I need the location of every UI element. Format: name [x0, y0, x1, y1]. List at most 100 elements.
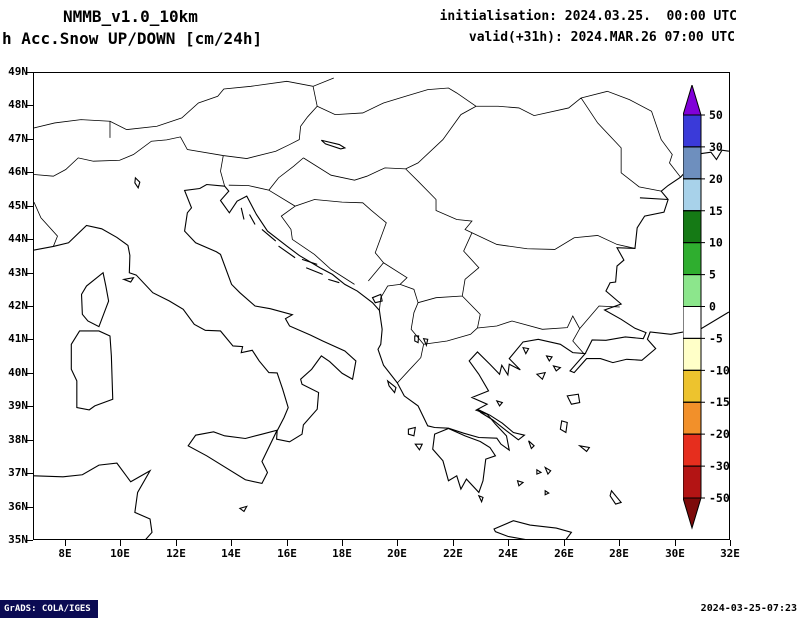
grads-attribution: GrADS: COLA/IGES [0, 600, 98, 618]
coastline-sardinia [71, 331, 112, 410]
colorbar-label: 50 [709, 108, 723, 122]
lon-tick [508, 540, 509, 546]
coastline-corsica [82, 273, 109, 327]
lat-tick [27, 373, 33, 374]
colorbar-segment [683, 337, 702, 371]
lat-label: 46N [8, 165, 28, 178]
colorbar-segment [683, 306, 702, 339]
lat-tick [27, 105, 33, 106]
lat-label: 41N [8, 332, 28, 345]
colorbar-arrow-bottom [683, 497, 702, 530]
lat-label: 48N [8, 98, 28, 111]
colorbar-label: -50 [709, 491, 730, 505]
lat-label: 35N [8, 533, 28, 546]
colorbar-segment [683, 465, 702, 499]
lat-label: 45N [8, 199, 28, 212]
lakes [135, 140, 428, 345]
lon-label: 18E [332, 547, 352, 560]
lon-tick [65, 540, 66, 546]
lon-tick [120, 540, 121, 546]
lon-tick [342, 540, 343, 546]
coastline-euboea [477, 409, 524, 440]
colorbar-label: 10 [709, 236, 723, 250]
lat-label: 38N [8, 433, 28, 446]
colorbar-label: -5 [709, 331, 723, 345]
colorbar-arrow-top [683, 85, 702, 116]
lat-tick [27, 206, 33, 207]
colorbar-label: -30 [709, 459, 730, 473]
lat-tick [27, 239, 33, 240]
lat-tick [27, 273, 33, 274]
colorbar-segment [683, 146, 702, 180]
colorbar-label: 30 [709, 140, 723, 154]
lat-label: 47N [8, 132, 28, 145]
lat-tick [27, 406, 33, 407]
colorbar-label: 5 [709, 268, 716, 282]
colorbar: 50 30 20 15 10 5 0 -5 -10 -15 -20 -30 -5… [683, 85, 730, 530]
lon-tick [564, 540, 565, 546]
model-title: NMMB_v1.0_10km [63, 7, 198, 26]
coastline-peloponnese [433, 429, 496, 493]
lon-label: 10E [110, 547, 130, 560]
colorbar-segment [683, 433, 702, 467]
colorbar-segment [683, 401, 702, 435]
lon-tick [397, 540, 398, 546]
lat-tick [27, 139, 33, 140]
colorbar-segment [683, 114, 702, 148]
lat-tick [27, 72, 33, 73]
lat-tick [27, 306, 33, 307]
colorbar-label: -15 [709, 395, 730, 409]
lon-label: 8E [58, 547, 72, 560]
colorbar-label: 15 [709, 204, 723, 218]
lon-label: 28E [609, 547, 629, 560]
lon-label: 12E [166, 547, 186, 560]
coastline-crete [494, 521, 571, 539]
colorbar-label: 0 [709, 300, 716, 314]
lat-label: 43N [8, 266, 28, 279]
lon-tick [453, 540, 454, 546]
lon-tick [176, 540, 177, 546]
map-plot-area [33, 72, 730, 540]
colorbar-segment [683, 274, 702, 308]
colorbar-segment [683, 210, 702, 244]
map-canvas [34, 73, 729, 539]
lat-label: 49N [8, 65, 28, 78]
lat-label: 44N [8, 232, 28, 245]
colorbar-label: 20 [709, 172, 723, 186]
lat-label: 37N [8, 466, 28, 479]
lon-tick [231, 540, 232, 546]
lon-label: 30E [665, 547, 685, 560]
lat-tick [27, 540, 33, 541]
lat-label: 36N [8, 500, 28, 513]
lon-label: 22E [443, 547, 463, 560]
lat-tick [27, 339, 33, 340]
colorbar-label: -20 [709, 427, 730, 441]
colorbar-segment [683, 369, 702, 403]
lon-label: 14E [221, 547, 241, 560]
colorbar-segment [683, 178, 702, 212]
coastline-sicily [188, 430, 277, 483]
lat-label: 39N [8, 399, 28, 412]
lon-tick [730, 540, 731, 546]
lon-label: 20E [387, 547, 407, 560]
coastline-islands [124, 208, 621, 512]
lat-label: 42N [8, 299, 28, 312]
creation-timestamp: 2024-03-25-07:23 [700, 603, 797, 614]
lon-tick [619, 540, 620, 546]
lon-label: 32E [720, 547, 740, 560]
lat-tick [27, 473, 33, 474]
lon-label: 26E [554, 547, 574, 560]
colorbar-segment [683, 242, 702, 276]
country-borders [34, 78, 681, 383]
lat-tick [27, 440, 33, 441]
init-time-label: initialisation: 2024.03.25. 00:00 UTC [439, 9, 737, 24]
valid-time-label: valid(+31h): 2024.MAR.26 07:00 UTC [468, 30, 735, 45]
lon-label: 16E [277, 547, 297, 560]
lat-tick [27, 172, 33, 173]
product-title: h Acc.Snow UP/DOWN [cm/24h] [2, 29, 263, 48]
coastline-mainland [34, 185, 729, 451]
lon-tick [287, 540, 288, 546]
lon-tick [675, 540, 676, 546]
colorbar-label: -10 [709, 363, 730, 377]
